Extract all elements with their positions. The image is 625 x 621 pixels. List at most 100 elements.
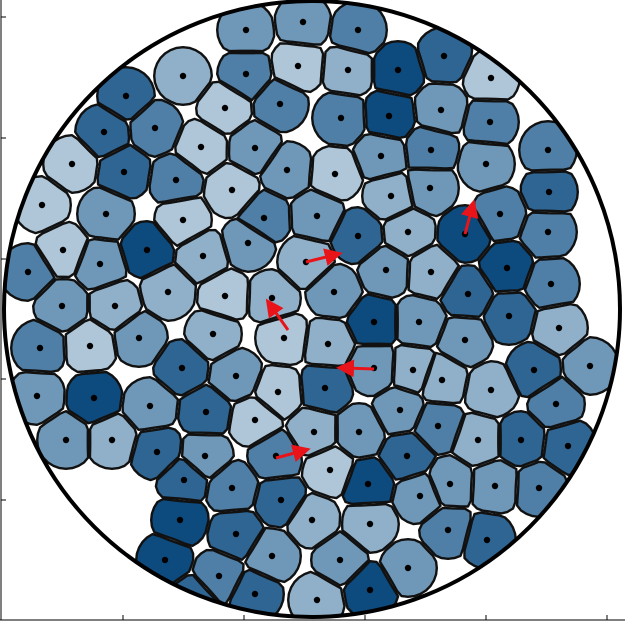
cell-nucleus [487, 74, 495, 82]
cell-nucleus [426, 184, 434, 192]
cell-body [176, 383, 233, 435]
cell-body [356, 244, 410, 299]
cell-nucleus [310, 428, 318, 436]
cell-nucleus [535, 484, 543, 492]
cell-nucleus [366, 586, 374, 594]
cell-nucleus [387, 192, 395, 200]
cell-nucleus [209, 330, 217, 338]
cell-nucleus [344, 66, 352, 74]
cell-nucleus [313, 596, 321, 604]
cell-nucleus [403, 452, 411, 460]
cell-nucleus [221, 292, 229, 300]
cell-nucleus [202, 408, 210, 416]
cell-nucleus [487, 386, 495, 394]
cell-nucleus [337, 114, 345, 122]
cell-nucleus [90, 394, 98, 402]
velocity-arrow [265, 298, 290, 331]
cell-nucleus [146, 402, 154, 410]
cell-nucleus [268, 294, 276, 302]
cell-nucleus [197, 143, 205, 151]
cell-nucleus [268, 552, 276, 560]
cell-nucleus [199, 252, 207, 260]
cell-nucleus [180, 476, 188, 484]
cell-nucleus [545, 188, 553, 196]
cell-nucleus [354, 26, 362, 34]
cell-nucleus [544, 228, 552, 236]
cell-nucleus [434, 422, 442, 430]
cell-nucleus [313, 212, 321, 220]
cell-nucleus [276, 100, 284, 108]
cell-nucleus [404, 564, 412, 572]
cell-body [439, 264, 495, 318]
cell-nucleus [143, 246, 151, 254]
cell-body [418, 506, 472, 560]
velocity-arrow [460, 199, 479, 235]
cell-nucleus [215, 572, 223, 580]
cell-nucleus [330, 288, 338, 296]
cell-nucleus [108, 436, 116, 444]
cell-nucleus [232, 372, 240, 380]
cell-nucleus [438, 376, 446, 384]
cell-nucleus [377, 152, 385, 160]
cell-body [428, 454, 474, 508]
velocity-arrow [305, 248, 343, 266]
cell-nucleus [111, 302, 119, 310]
cell-nucleus [530, 366, 538, 374]
cell-nucleus [354, 232, 362, 240]
cell-nucleus [251, 144, 259, 152]
cell-nucleus [415, 318, 423, 326]
cell-nucleus [336, 556, 344, 564]
cell-nucleus [496, 210, 504, 218]
cell-nucleus [135, 334, 143, 342]
cell-nucleus [461, 336, 469, 344]
cell-nucleus [201, 452, 209, 460]
cell-body [421, 351, 469, 405]
cell-nucleus [409, 366, 417, 374]
motion-arrows-layer [265, 199, 479, 463]
cell-nucleus [179, 216, 187, 224]
cell-nucleus [179, 72, 187, 80]
cell-nucleus [251, 416, 259, 424]
cell-nucleus [555, 324, 563, 332]
cell-nucleus [59, 246, 67, 254]
cell-nucleus [437, 106, 445, 114]
cell-nucleus [552, 400, 560, 408]
cell-nucleus [178, 364, 186, 372]
cell-nucleus [440, 52, 448, 60]
cell-nucleus [444, 526, 452, 534]
cell-nucleus [544, 146, 552, 154]
cell-body [361, 171, 414, 221]
cell-nucleus [36, 344, 44, 352]
cell-nucleus [242, 26, 250, 34]
cell-nucleus [370, 318, 378, 326]
cell-nucleus [228, 484, 236, 492]
cell-nucleus [33, 392, 41, 400]
cell-nucleus [294, 62, 302, 70]
cell-nucleus [483, 536, 491, 544]
cell-nucleus [221, 104, 229, 112]
cell-nucleus [482, 160, 490, 168]
velocity-arrow [336, 359, 375, 378]
cell-nucleus [62, 436, 70, 444]
cell-nucleus [586, 362, 594, 370]
cell-nucleus [232, 530, 240, 538]
cell-nucleus [299, 18, 307, 26]
cell-nucleus [503, 264, 511, 272]
cell-body [36, 410, 90, 470]
cell-nucleus [68, 160, 76, 168]
cell-nucleus [151, 124, 159, 132]
cell-body [341, 456, 396, 506]
cell-nucleus [277, 496, 285, 504]
cell-body [340, 502, 400, 554]
cell-nucleus [242, 70, 250, 78]
cell-nucleus [176, 516, 184, 524]
cell-nucleus [172, 176, 180, 184]
cell-nucleus [251, 590, 259, 598]
cell-nucleus [86, 342, 94, 350]
cell-nucleus [283, 166, 291, 174]
cell-nucleus [427, 268, 435, 276]
